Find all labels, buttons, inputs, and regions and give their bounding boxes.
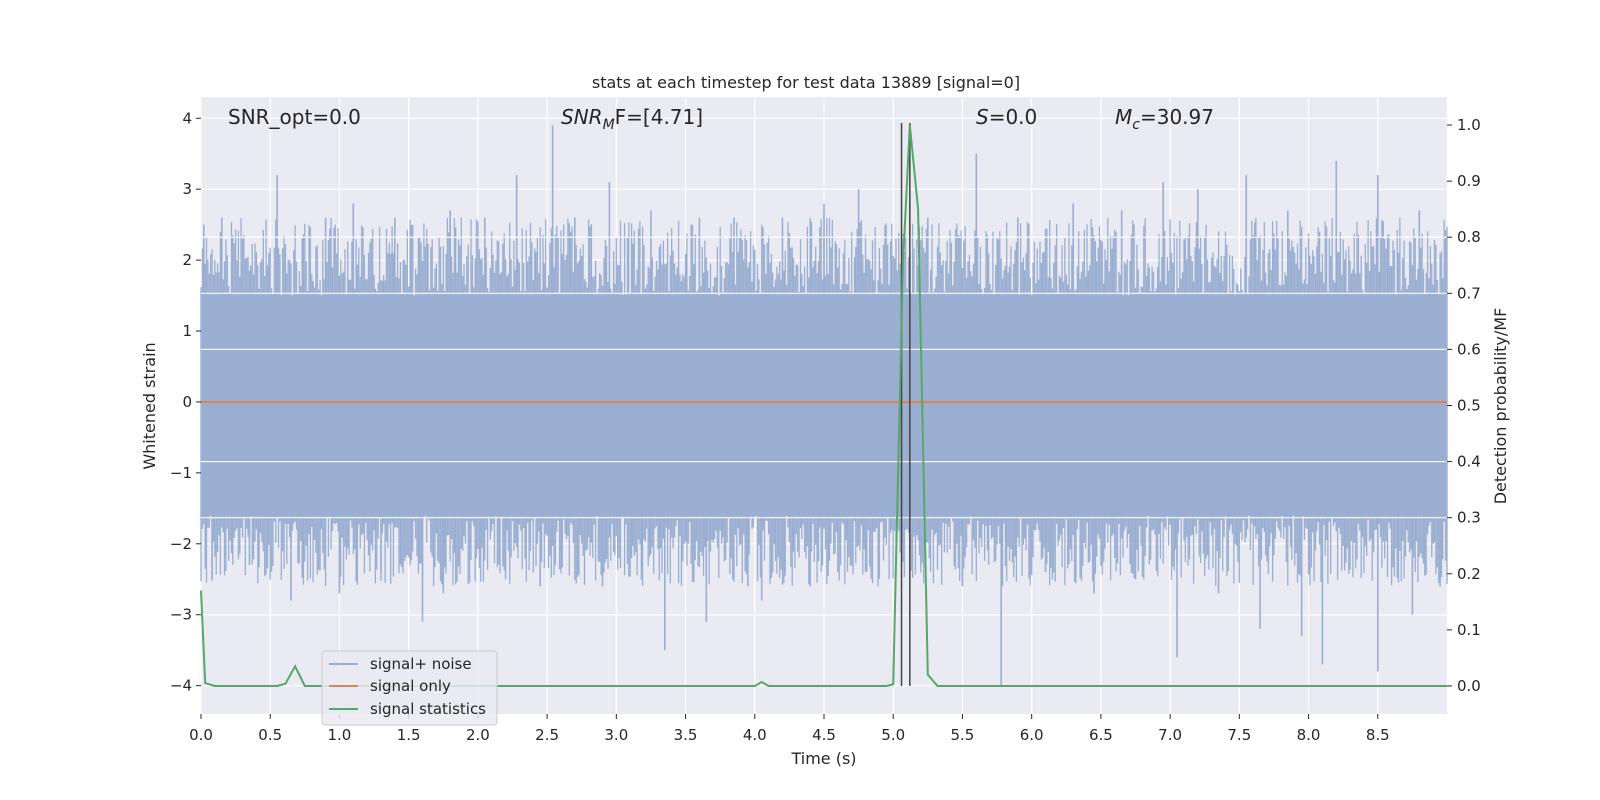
y2-tick-label: 0.4 [1457,453,1481,471]
y-tick-label: 3 [182,180,192,198]
statistics-line [200,124,1447,687]
x-tick-label: 4.5 [812,726,836,744]
y2-tick-label: 0.7 [1457,284,1481,302]
s-rest: =0.0 [989,105,1038,129]
s-main: S [976,105,989,129]
y2-tick-label: 0.0 [1457,677,1481,695]
marker-lines [900,123,911,686]
y-tick-label: 2 [182,251,192,269]
y2-tick-label: 0.6 [1457,340,1481,358]
snr-mf-rest: F=[4.71] [615,105,703,129]
x-tick-label: 2.0 [466,726,490,744]
x-tick-label: 8.0 [1297,726,1321,744]
y2-tick-label: 1.0 [1457,116,1481,134]
y-tick-label: −1 [170,464,192,482]
mc-sub: c [1132,117,1140,133]
y2-tick-label: 0.1 [1457,621,1481,639]
y-axis-label: Whitened strain [140,342,159,469]
mc-main: M [1115,105,1132,129]
y-tick-label: 0 [182,393,192,411]
x-tick-label: 6.5 [1089,726,1113,744]
x-axis-label: Time (s) [790,749,856,768]
x-tick-label: 0.0 [189,726,213,744]
y2-axis-label: Detection probability/MF [1491,308,1510,505]
snr-mf-annotation: SNRMF=[4.71] [561,105,703,133]
x-tick-label: 1.5 [397,726,421,744]
x-tick-label: 3.5 [674,726,698,744]
y2-ticks: 0.0 0.1 0.2 0.3 0.4 0.5 0.6 0.7 0.8 0.9 1.0 [1447,116,1481,695]
y-tick-label: 1 [182,322,192,340]
y-tick-label: 4 [182,109,192,127]
x-tick-label: 8.5 [1366,726,1390,744]
noise-trace [200,125,1448,686]
legend-box [321,650,498,726]
y2-tick-label: 0.2 [1457,565,1481,583]
y2-tick-label: 0.8 [1457,228,1481,246]
x-tick-label: 5.0 [881,726,905,744]
legend: signal+ noise signal only signal statist… [321,650,498,726]
x-tick-label: 0.5 [258,726,282,744]
y2-tick-label: 0.9 [1457,172,1481,190]
x-tick-label: 5.5 [951,726,975,744]
x-tick-label: 3.0 [604,726,628,744]
x-tick-label: 7.0 [1158,726,1182,744]
legend-label-noise: signal+ noise [370,655,472,673]
y2-tick-label: 0.5 [1457,397,1481,415]
y-tick-label: −3 [170,606,192,624]
y-ticks: −4 −3 −2 −1 0 1 2 3 4 [170,109,201,695]
snr-opt-annotation: SNR_opt=0.0 [228,105,361,129]
legend-label-statistics: signal statistics [370,700,486,718]
x-ticks: 0.0 0.5 1.0 1.5 2.0 2.5 3.0 3.5 4.0 4.5 5.0 5.5 6.0 6… [189,714,1390,744]
mc-rest: =30.97 [1140,105,1214,129]
y-tick-label: −4 [170,677,192,695]
y-tick-label: −2 [170,535,192,553]
mc-annotation: Mc=30.97 [1115,105,1214,133]
snr-mf-main: SNR [561,105,603,129]
legend-label-signal-only: signal only [370,677,451,695]
x-tick-label: 2.5 [535,726,559,744]
x-tick-label: 6.0 [1020,726,1044,744]
y2-tick-label: 0.3 [1457,509,1481,527]
s-annotation: S=0.0 [976,105,1037,129]
x-tick-label: 4.0 [743,726,767,744]
chart-title: stats at each timestep for test data 138… [592,73,1020,92]
x-tick-label: 7.5 [1227,726,1251,744]
noise-fluctuation [200,217,1448,587]
snr-mf-sub: M [603,117,615,133]
x-tick-label: 1.0 [328,726,352,744]
statistics-trace [200,124,1447,687]
